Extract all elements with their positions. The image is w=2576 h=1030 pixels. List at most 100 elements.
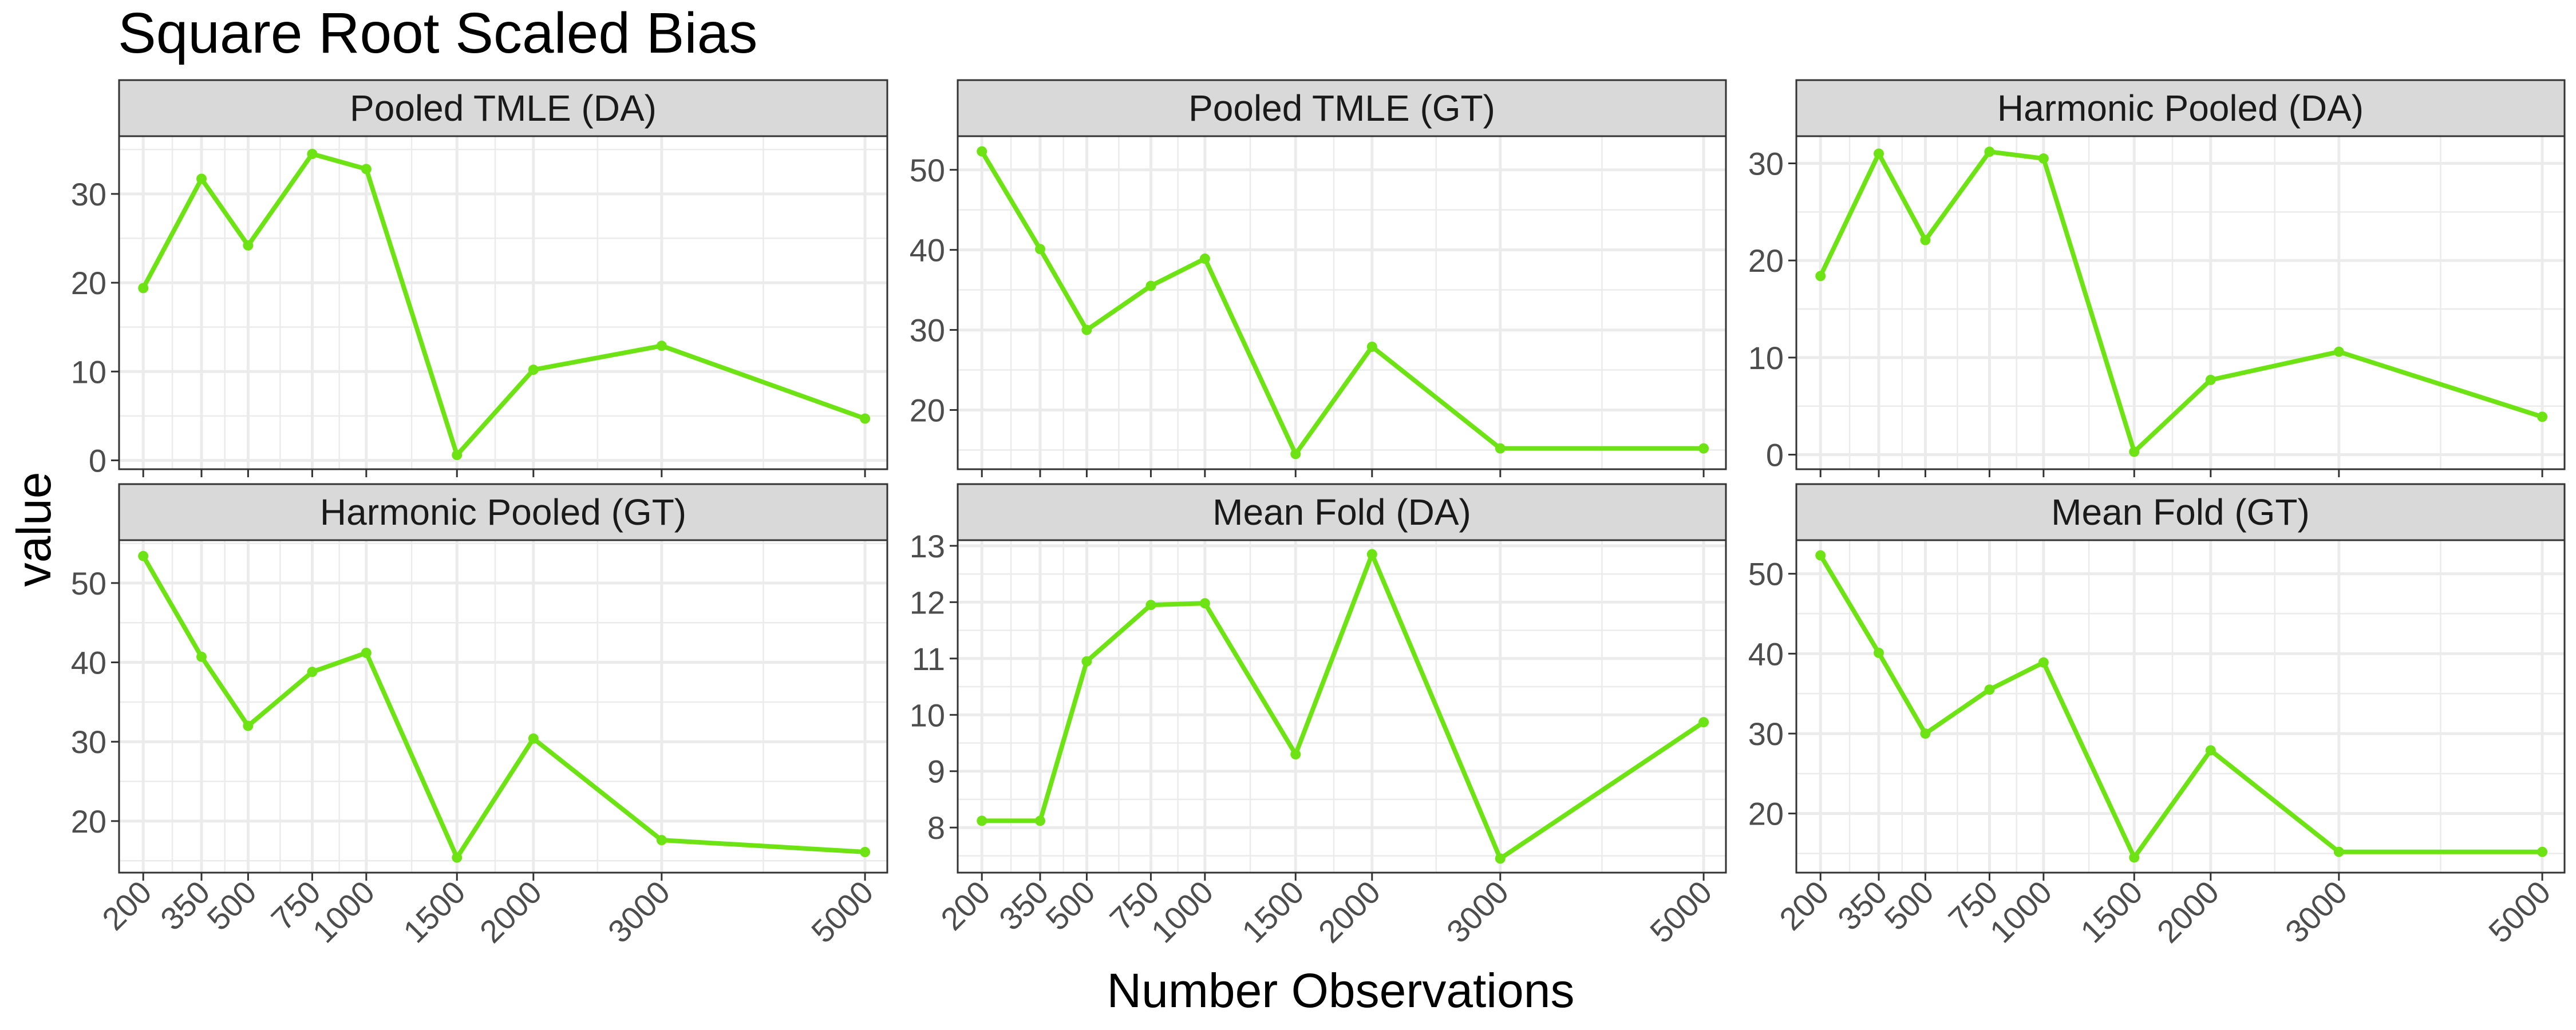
data-point [307, 667, 318, 678]
x-tick-label: 2000 [473, 874, 549, 950]
y-axis-title: value [7, 472, 61, 587]
data-point [1366, 549, 1377, 560]
data-point [860, 413, 871, 424]
data-point [528, 733, 539, 744]
y-tick-label: 20 [1748, 796, 1784, 832]
y-tick-label: 20 [71, 265, 106, 301]
facet-strip [957, 483, 1727, 541]
facet-strip [118, 79, 888, 137]
data-point [860, 846, 871, 857]
x-tick-label: 200 [95, 874, 159, 937]
data-point [656, 835, 667, 846]
data-point [452, 852, 463, 863]
y-tick-label: 50 [1748, 556, 1784, 592]
panel-background [119, 136, 887, 469]
data-point [138, 283, 149, 294]
data-point [1290, 449, 1301, 459]
y-tick-label: 10 [910, 697, 945, 733]
data-point [1815, 550, 1826, 561]
facet-panels: Pooled TMLE (DA) 0 10 20 30 Pooled TMLE (GT) 2… [71, 79, 2566, 950]
y-tick-label: 9 [927, 754, 945, 790]
facet-panel: Pooled TMLE (DA) 0 10 20 30 [71, 79, 888, 478]
facet-strip-label: Mean Fold (GT) [2051, 492, 2310, 533]
data-point [307, 149, 318, 160]
x-tick-label: 500 [200, 874, 263, 937]
data-point [2333, 346, 2344, 357]
facet-panel: Pooled TMLE (GT) 20 30 40 50 [910, 79, 1727, 477]
x-tick-label: 3000 [1440, 874, 1516, 950]
x-tick-label: 500 [1877, 874, 1941, 937]
y-tick-label: 11 [912, 641, 945, 677]
x-tick-label: 1500 [2073, 874, 2150, 950]
data-point [452, 450, 463, 461]
data-point [1035, 244, 1046, 255]
data-point [1145, 600, 1156, 611]
data-point [1920, 728, 1931, 739]
facet-strip [957, 79, 1727, 137]
data-point [1366, 341, 1377, 352]
data-point [196, 173, 207, 184]
y-tick-label: 12 [910, 584, 945, 620]
x-tick-label: 1000 [1983, 874, 2059, 950]
data-point [1874, 148, 1884, 159]
y-tick-label: 30 [1748, 716, 1784, 752]
x-tick-label: 5000 [804, 874, 880, 950]
y-tick-label: 20 [910, 392, 945, 428]
x-tick-label: 2000 [2150, 874, 2226, 950]
y-tick-label: 0 [1766, 437, 1784, 473]
y-tick-label: 30 [71, 724, 106, 760]
x-tick-label: 3000 [601, 874, 677, 950]
x-tick-label: 200 [1772, 874, 1836, 937]
data-point [2537, 411, 2548, 422]
data-point [361, 647, 372, 658]
x-tick-label: 3000 [2278, 874, 2354, 950]
data-point [361, 164, 372, 175]
data-point [2333, 846, 2344, 857]
data-point [1290, 749, 1301, 760]
facet-strip-label: Pooled TMLE (GT) [1188, 88, 1495, 129]
facet-strip-label: Mean Fold (DA) [1212, 492, 1471, 533]
x-tick-label: 200 [934, 874, 997, 937]
y-tick-label: 20 [1748, 243, 1784, 279]
data-point [2129, 852, 2140, 863]
x-tick-label: 1000 [1144, 874, 1220, 950]
panel-background [1796, 136, 2565, 469]
data-point [656, 340, 667, 351]
facet-strip-label: Harmonic Pooled (GT) [320, 492, 686, 533]
y-tick-label: 50 [71, 565, 106, 601]
data-point [1920, 235, 1931, 245]
y-tick-label: 40 [71, 645, 106, 681]
data-point [1081, 324, 1092, 335]
data-point [2205, 745, 2216, 756]
x-tick-label: 500 [1038, 874, 1102, 937]
x-tick-label: 1500 [1235, 874, 1311, 950]
data-point [138, 550, 149, 561]
y-tick-label: 30 [71, 176, 106, 212]
data-point [1145, 280, 1156, 291]
data-point [1199, 253, 1210, 264]
y-tick-label: 40 [910, 232, 945, 268]
data-point [1199, 598, 1210, 609]
data-point [1698, 717, 1709, 728]
x-tick-label: 5000 [2482, 874, 2558, 950]
y-tick-label: 8 [927, 810, 945, 846]
data-point [196, 651, 207, 662]
y-tick-label: 13 [910, 528, 945, 564]
data-point [1698, 443, 1709, 454]
data-point [1495, 443, 1506, 454]
data-point [977, 815, 987, 826]
data-point [1874, 647, 1884, 658]
y-tick-label: 30 [1748, 146, 1784, 182]
y-tick-label: 20 [71, 803, 106, 839]
data-point [528, 365, 539, 375]
facet-strip [118, 483, 888, 541]
facet-strip [1795, 79, 2566, 137]
y-tick-label: 10 [71, 354, 106, 390]
x-tick-label: 1500 [396, 874, 472, 950]
y-tick-label: 30 [910, 312, 945, 348]
y-tick-label: 40 [1748, 636, 1784, 672]
facet-strip-label: Pooled TMLE (DA) [350, 88, 657, 129]
